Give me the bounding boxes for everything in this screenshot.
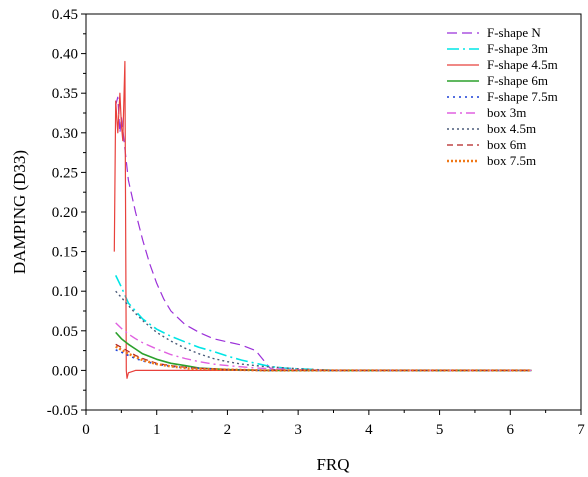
x-axis-title: FRQ: [316, 455, 349, 474]
y-tick-label: 0.40: [52, 47, 78, 63]
legend: F-shape NF-shape 3mF-shape 4.5mF-shape 6…: [447, 25, 558, 168]
x-axis-ticks: 0 1 2 3 4 5 6 7: [82, 410, 585, 438]
legend-label: F-shape 3m: [487, 41, 548, 56]
x-tick-label: 3: [294, 422, 302, 438]
x-tick-label: 6: [507, 422, 515, 438]
y-tick-label: 0.45: [52, 7, 78, 23]
legend-label: box 7.5m: [487, 153, 536, 168]
x-tick-label: 7: [577, 422, 585, 438]
x-tick-label: 4: [365, 422, 373, 438]
y-tick-label: 0.35: [52, 86, 78, 102]
series-line: [115, 345, 532, 372]
y-tick-label: 0.10: [52, 284, 78, 300]
legend-label: box 3m: [487, 105, 526, 120]
y-tick-label: 0.20: [52, 205, 78, 221]
y-tick-label: 0.30: [52, 126, 78, 142]
y-tick-label: 0.00: [52, 363, 78, 379]
y-tick-label: 0.05: [52, 324, 78, 340]
series-line: [115, 322, 532, 372]
series-line: [113, 60, 532, 379]
legend-label: box 6m: [487, 137, 526, 152]
x-tick-label: 1: [153, 422, 161, 438]
legend-label: F-shape 7.5m: [487, 89, 558, 104]
x-tick-label: 2: [224, 422, 232, 438]
y-axis-title: DAMPING (D33): [10, 150, 29, 274]
series-line: [114, 275, 532, 372]
legend-label: box 4.5m: [487, 121, 536, 136]
plot-lines: [113, 60, 532, 379]
y-tick-label: -0.05: [47, 403, 78, 419]
y-axis-ticks: -0.05 0.00 0.05 0.10 0.15 0.20 0.25 0.30 0.35 0.4…: [47, 7, 86, 419]
y-tick-label: 0.15: [52, 245, 78, 261]
legend-label: F-shape N: [487, 25, 541, 40]
legend-label: F-shape 4.5m: [487, 57, 558, 72]
x-tick-label: 0: [82, 422, 90, 438]
legend-label: F-shape 6m: [487, 73, 548, 88]
x-tick-label: 5: [436, 422, 444, 438]
y-tick-label: 0.25: [52, 165, 78, 181]
